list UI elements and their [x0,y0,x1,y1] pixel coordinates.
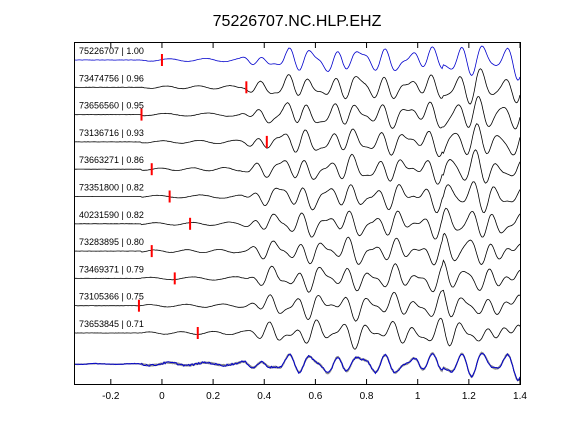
trace-label: 73663271 | 0.86 [79,155,144,165]
axes-frame [74,42,521,385]
trace-line [75,289,521,322]
x-axis: -0.2 0 0.2 0.4 0.6 0.8 1 1.2 1.4 [102,43,527,402]
trace-label: 73283895 | 0.80 [79,237,144,247]
reference-trace-line [74,45,521,81]
trace-label: 40231590 | 0.82 [79,210,144,220]
trace-line [74,232,521,266]
stack-trace-line [74,353,521,380]
trace-label: 73653845 | 0.71 [79,319,144,329]
stack-reference-line [74,352,521,382]
stack-trace-line [74,352,521,381]
pick-markers [137,54,268,339]
stack-trace-line [74,351,521,381]
traces-layer [74,45,521,350]
stack-trace-line [74,352,521,382]
trace-label: 73474756 | 0.96 [79,73,144,83]
x-tick-label: 0.8 [360,391,374,402]
trace-line [74,317,521,350]
trace-label: 73469371 | 0.79 [79,264,144,274]
trace-line [75,149,521,185]
stack-trace-line [74,352,521,381]
chart-title: 75226707.NC.HLP.EHZ [213,13,382,30]
stack-trace-line [74,351,521,382]
trace-line [74,207,521,240]
trace-line [74,123,521,157]
x-tick-label: -0.2 [102,391,120,402]
x-tick-label: 0.4 [257,391,271,402]
trace-label: 73105366 | 0.75 [79,292,144,302]
stack-trace-line [74,352,521,381]
trace-line [75,259,521,293]
trace-label: 75226707 | 1.00 [79,46,144,56]
trace-label: 73136716 | 0.93 [79,128,144,138]
x-tick-label: 1.4 [513,391,527,402]
x-tick-label: 1 [415,391,421,402]
trace-line [75,68,521,105]
trace-line [74,96,521,130]
x-tick-label: 0.2 [206,391,220,402]
trace-label: 73656560 | 0.95 [79,101,144,111]
x-tick-label: 0 [159,391,165,402]
stack-trace-line [74,351,521,382]
trace-line [74,181,521,214]
x-tick-label: 1.2 [462,391,476,402]
stack-layer [74,351,521,382]
stack-trace-line [74,351,521,382]
x-tick-label: 0.6 [308,391,322,402]
trace-labels: 75226707 | 1.00 73474756 | 0.96 73656560 |… [79,46,144,329]
stack-trace-line [75,352,521,382]
trace-label: 73351800 | 0.82 [79,183,144,193]
